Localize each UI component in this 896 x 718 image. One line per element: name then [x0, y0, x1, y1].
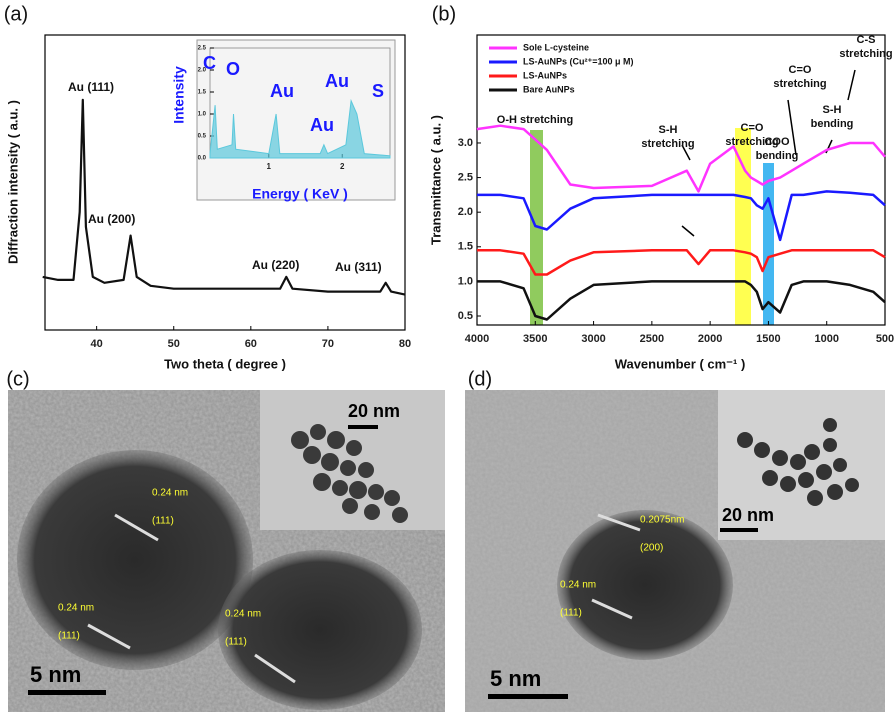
annotation-line: bending: [756, 150, 799, 162]
lattice-spacing: 0.24 nm: [560, 580, 596, 591]
annotation-line: C=O: [789, 64, 812, 76]
y-axis-label: Diffraction intensity ( a.u. ): [5, 100, 20, 264]
annotation: C=O stretching: [773, 64, 826, 90]
annotation: COO bending: [756, 136, 799, 162]
annotation-line: S-H: [659, 124, 678, 136]
data-area: [209, 98, 391, 159]
y-tick-label: 3.0: [458, 137, 473, 149]
x-axis-label: Energy ( KeV ): [252, 186, 348, 202]
data-line: [477, 190, 886, 242]
y-tick-label: 2.5: [198, 46, 207, 52]
x-tick-label: 80: [399, 338, 411, 350]
x-tick-label: 2: [340, 162, 345, 171]
annotation: S-H bending: [811, 104, 854, 130]
scale-bar-label: 5 nm: [30, 662, 81, 687]
lattice-plane: (111): [225, 637, 247, 648]
lattice-spacing: 0.24 nm: [58, 603, 94, 614]
annotation-line: stretching: [773, 78, 826, 90]
annotation: Au: [325, 71, 349, 91]
plot-frame: [476, 34, 886, 326]
annotation-line: COO: [764, 136, 790, 148]
lattice-plane: (111): [58, 631, 80, 642]
annotation-line: stretching: [725, 136, 778, 148]
y-tick-label: 0.5: [198, 134, 207, 140]
annotation: O: [226, 59, 240, 79]
lattice-plane: (111): [560, 608, 582, 619]
inset-background: [196, 39, 396, 201]
annotation: Au (111): [68, 80, 114, 94]
lattice-spacing: 0.24 nm: [152, 488, 188, 499]
annotation-line: stretching: [641, 138, 694, 150]
x-tick-label: 2500: [640, 333, 664, 345]
x-tick-label: 1000: [814, 333, 838, 345]
x-axis-label: Wavenumber ( cm⁻¹ ): [615, 356, 746, 371]
x-tick-label: 2000: [698, 333, 722, 345]
x-tick-label: 500: [876, 333, 894, 345]
ftir-highlights: [530, 128, 774, 325]
annotation: C: [203, 53, 216, 73]
lattice-spacing: 0.2075nm: [640, 515, 684, 526]
inset-scale-bar-label: 20 nm: [722, 505, 774, 525]
x-tick-label: 1: [267, 162, 272, 171]
panel-label: (c): [6, 368, 29, 390]
data-line: [477, 280, 886, 321]
x-tick-label: 3000: [581, 333, 605, 345]
panel-label: (a): [4, 3, 28, 25]
x-tick-label: 60: [245, 338, 257, 350]
y-tick-label: 2.0: [458, 206, 473, 218]
annotation-line: C=O: [741, 122, 764, 134]
annotation-line: O-H stretching: [497, 114, 573, 126]
y-axis-label: Intensity: [171, 66, 187, 124]
scale-bar-label: 5 nm: [490, 666, 541, 691]
annotation: Au (311): [335, 260, 382, 274]
x-tick-label: 40: [91, 338, 103, 350]
plot-frame: [44, 34, 406, 331]
y-tick-label: 2.0: [198, 68, 207, 74]
data-line: [476, 124, 886, 193]
annotation: Au: [310, 115, 334, 135]
y-tick-label: 1.0: [458, 275, 473, 287]
legend-label: Sole L-cysteine: [523, 42, 589, 52]
annotation: C=O stretching: [725, 122, 778, 148]
annotation: O-H stretching: [497, 114, 573, 126]
legend-label: LS-AuNPs: [523, 70, 567, 80]
y-tick-label: 2.5: [458, 171, 473, 183]
annotation-line: S-H: [823, 104, 842, 116]
lattice-plane: (200): [640, 543, 663, 554]
x-tick-label: 3500: [523, 333, 547, 345]
annotation-line: C-S: [857, 34, 876, 46]
annotation: Au (200): [88, 212, 135, 226]
data-line: [42, 98, 406, 296]
x-tick-label: 50: [168, 338, 180, 350]
legend-label: LS-AuNPs (Cu²⁺=100 μ M): [523, 56, 634, 66]
lattice-plane: (111): [152, 516, 174, 527]
x-tick-label: 1500: [756, 333, 780, 345]
inset-scale-bar-label: 20 nm: [348, 401, 400, 421]
y-tick-label: 1.0: [198, 112, 207, 118]
arrows: [681, 69, 856, 237]
annotation: S: [372, 81, 384, 101]
panel-label: (d): [468, 368, 492, 390]
y-axis-label: Transmittance ( a.u. ): [428, 115, 443, 245]
annotation: C-S stretching: [839, 34, 892, 60]
data-line: [477, 249, 886, 276]
annotation: Au: [270, 81, 294, 101]
lattice-spacing: 0.24 nm: [225, 609, 261, 620]
panel-label: (b): [432, 3, 456, 25]
annotation-line: bending: [811, 118, 854, 130]
legend-label: Bare AuNPs: [523, 84, 575, 94]
y-tick-label: 0.0: [198, 156, 207, 162]
annotation: Au (220): [252, 258, 299, 272]
y-tick-label: 1.5: [198, 90, 207, 96]
annotation-line: stretching: [839, 48, 892, 60]
y-tick-label: 0.5: [458, 310, 473, 322]
y-tick-label: 1.5: [458, 241, 473, 253]
tem-image-c: [8, 390, 445, 712]
x-axis-label: Two theta ( degree ): [164, 356, 286, 371]
x-tick-label: 70: [322, 338, 334, 350]
annotation: S-H stretching: [641, 124, 694, 150]
tem-image-d: [465, 390, 885, 712]
x-tick-label: 4000: [465, 333, 489, 345]
